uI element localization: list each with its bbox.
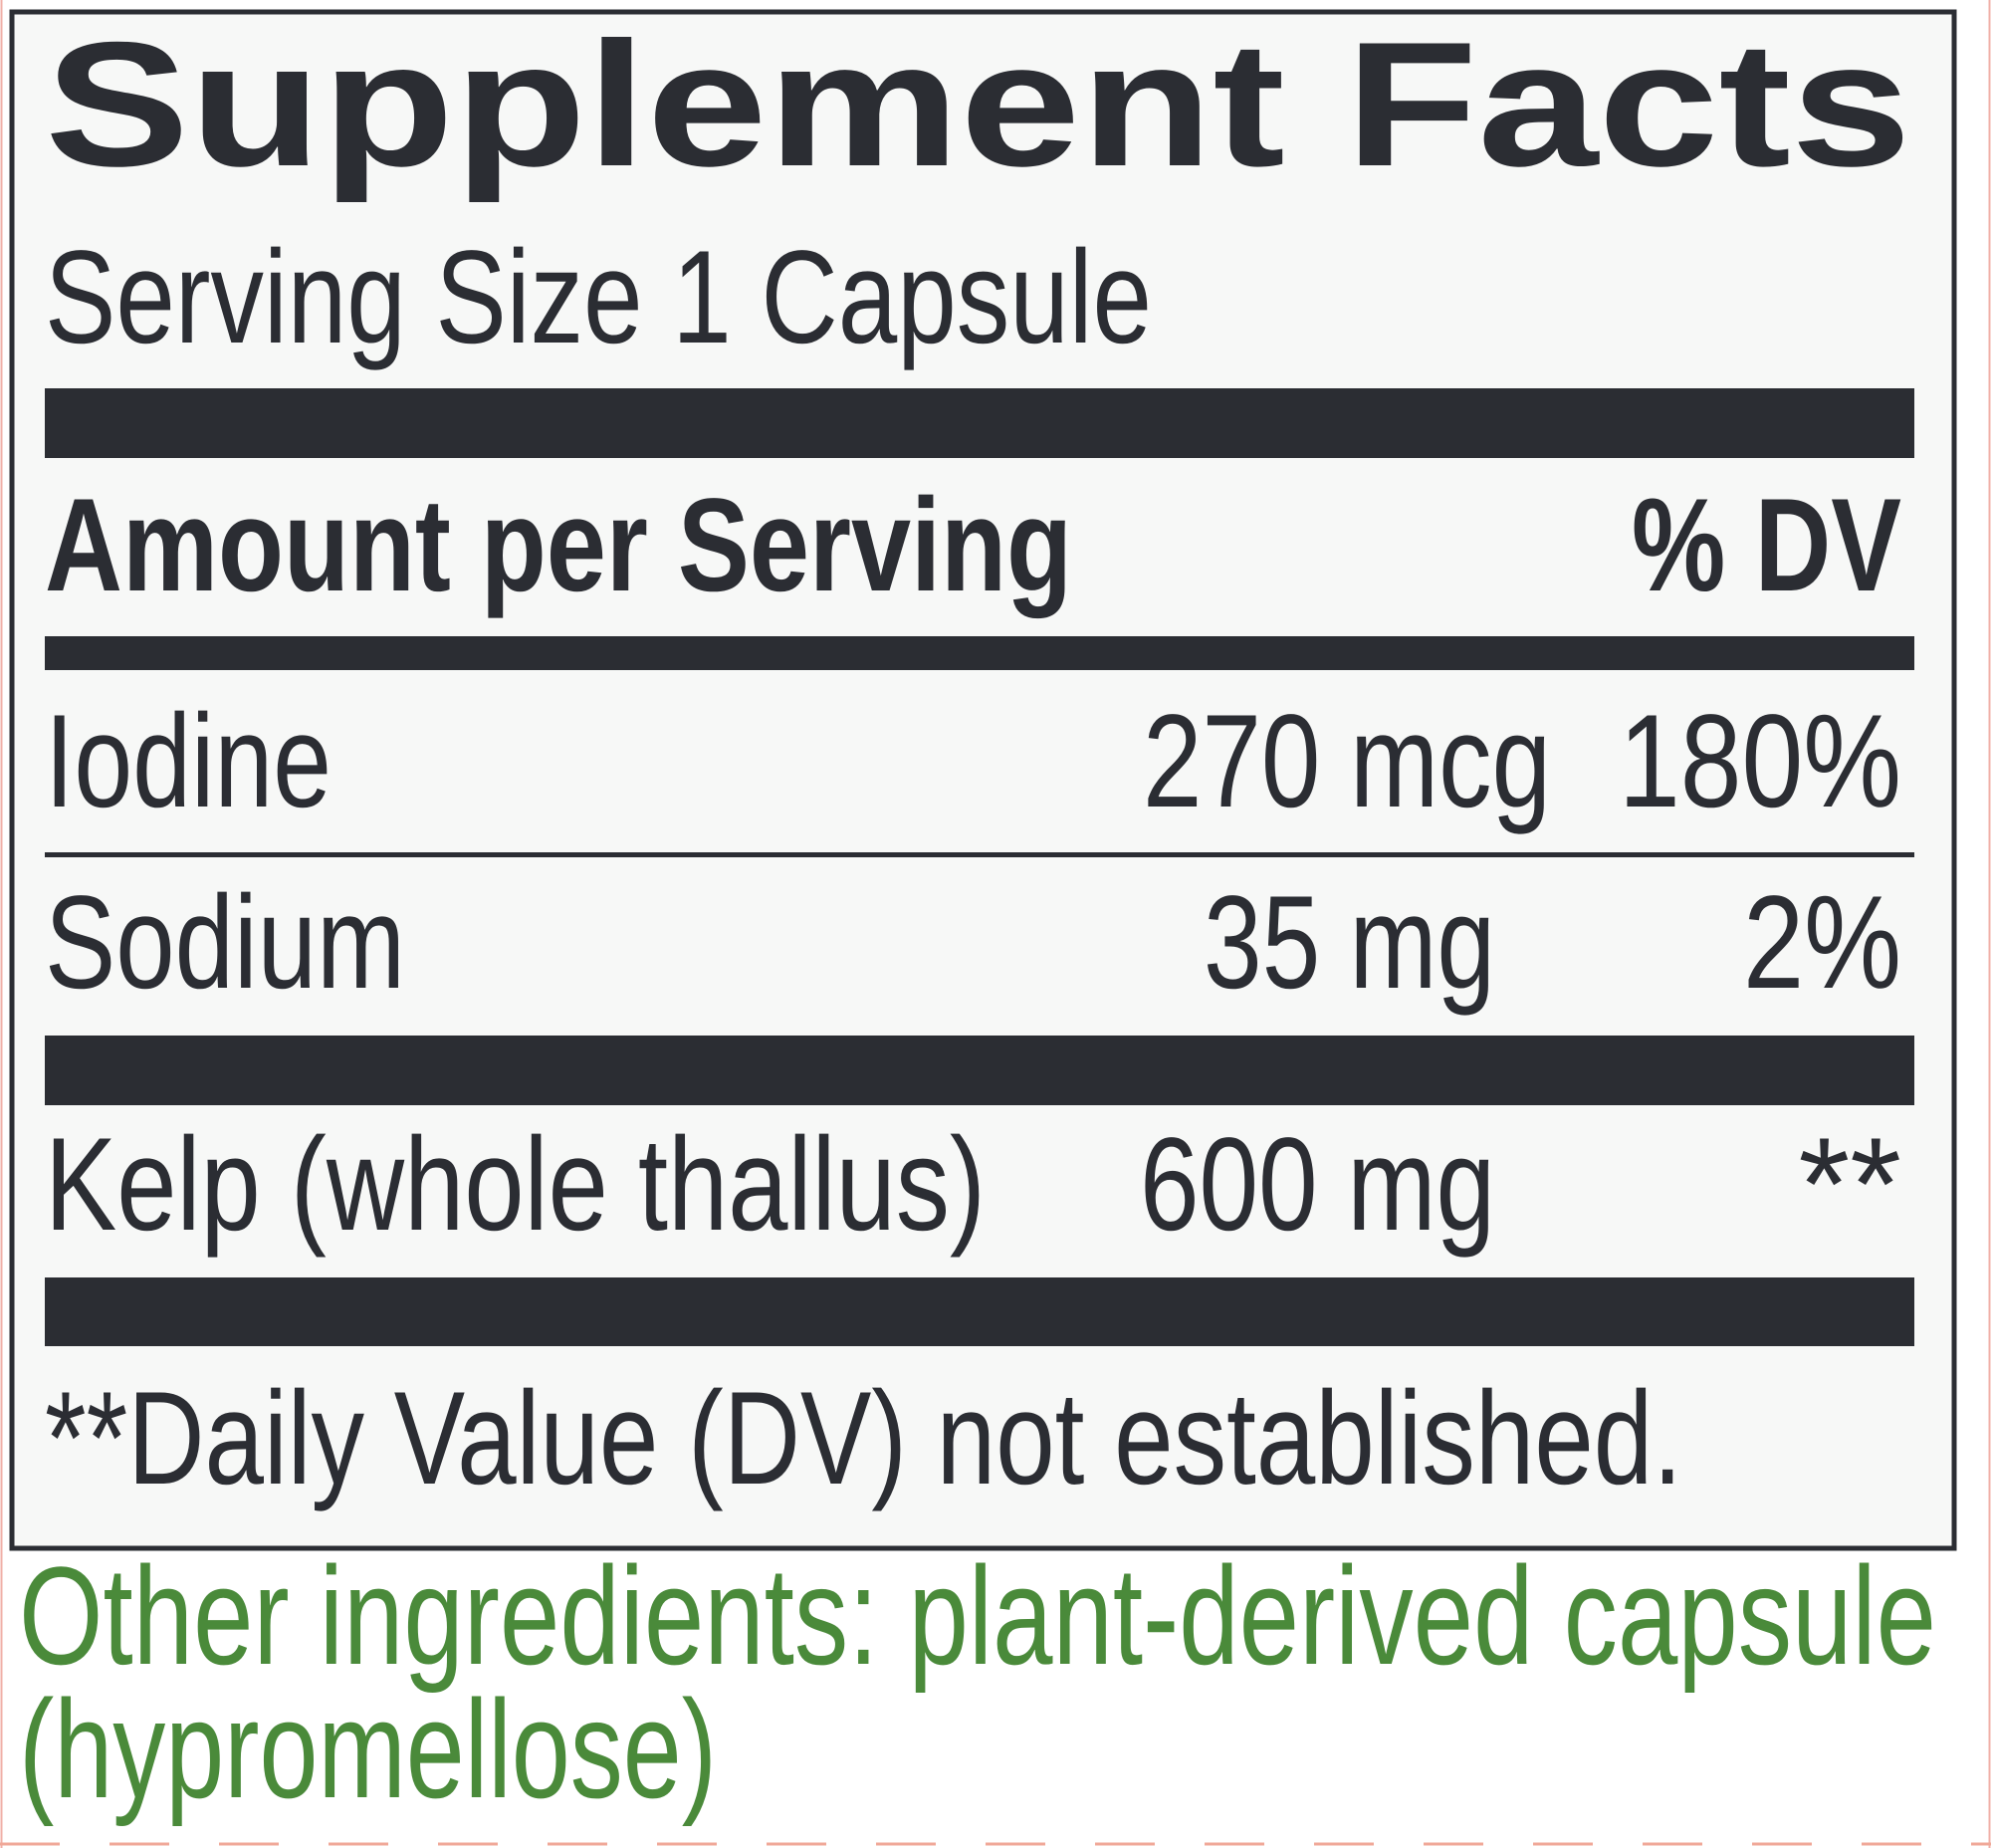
title: Supplement Facts (45, 5, 1911, 203)
footnote: **Daily Value (DV) not established. (45, 1365, 1682, 1512)
column-header: % DV (1632, 472, 1901, 619)
nutrient-dv: 2% (1743, 869, 1901, 1017)
medium-rule (45, 636, 1914, 670)
nutrient-amount: 600 mg (1140, 1111, 1495, 1259)
thick-rule (45, 1277, 1914, 1346)
serving-size: Serving Size 1 Capsule (45, 224, 1152, 371)
thick-rule (45, 1036, 1914, 1105)
other-ingredients: Other ingredients: plant-derived capsule (19, 1537, 1936, 1694)
nutrient-dv: 180% (1619, 688, 1901, 835)
thin-rule (45, 852, 1914, 857)
column-header: Amount per Serving (45, 472, 1072, 619)
nutrient-amount: 270 mcg (1143, 688, 1551, 835)
nutrient-name: Iodine (45, 688, 332, 835)
other-ingredients: (hypromellose) (19, 1671, 717, 1827)
nutrient-name: Sodium (45, 869, 405, 1017)
thick-rule (45, 388, 1914, 458)
nutrient-amount: 35 mg (1204, 869, 1495, 1017)
nutrient-name: Kelp (whole thallus) (45, 1111, 986, 1259)
nutrient-dv: ** (1798, 1111, 1901, 1259)
